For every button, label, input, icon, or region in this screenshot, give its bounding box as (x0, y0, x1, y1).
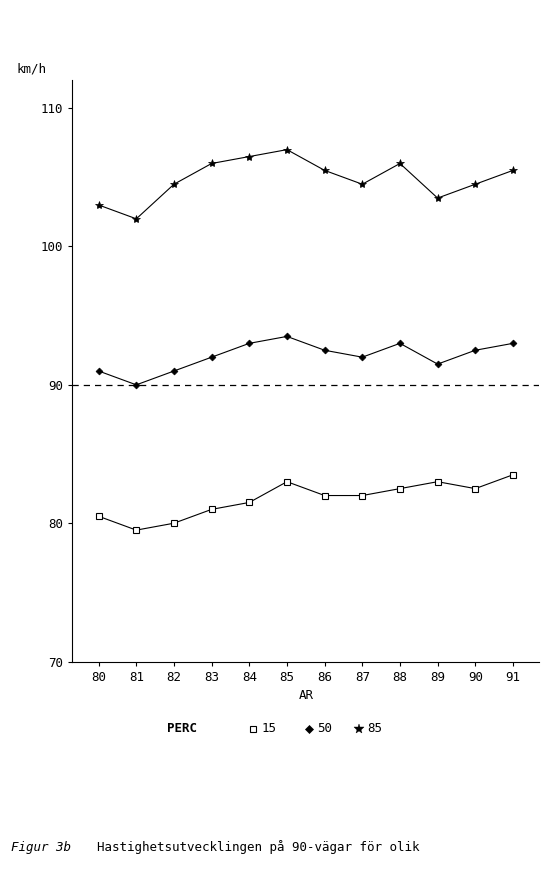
X-axis label: AR: AR (299, 689, 313, 702)
Text: 50: 50 (317, 722, 332, 735)
Text: Figur 3b: Figur 3b (11, 840, 71, 854)
Text: km/h: km/h (17, 63, 47, 76)
Text: 85: 85 (367, 722, 382, 735)
Text: PERC: PERC (167, 722, 197, 735)
Text: Hastighetsutvecklingen på 90-vägar för olik: Hastighetsutvecklingen på 90-vägar för o… (97, 839, 420, 854)
Text: 15: 15 (261, 722, 276, 735)
